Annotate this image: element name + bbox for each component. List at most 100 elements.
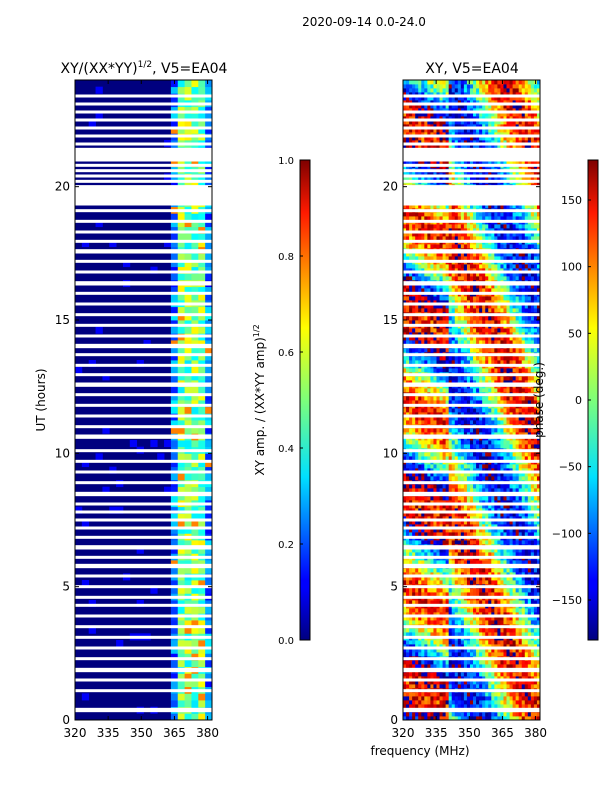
heatmap-cell [191,673,199,681]
data-gap-row [75,393,212,397]
heatmap-cell [457,572,462,577]
heatmap-cell [424,376,428,381]
heatmap-cell [509,360,513,365]
heatmap-cell [409,620,413,625]
heatmap-cell [442,356,447,361]
heatmap-cell [509,712,513,717]
heatmap-cell [439,572,443,577]
heatmap-cell [421,692,425,697]
heatmap-cell [403,380,407,385]
heatmap-cell [448,548,453,553]
heatmap-cell [442,560,447,565]
heatmap-cell [442,456,447,461]
heatmap-cell [469,616,474,621]
heatmap-cell [430,432,434,437]
heatmap-cell [509,368,513,373]
heatmap-cell [530,648,535,653]
heatmap-cell [412,504,416,509]
heatmap-cell [445,440,450,445]
heatmap-cell [482,548,486,553]
heatmap-cell [482,588,486,593]
heatmap-cell [448,684,453,689]
data-gap-block [75,185,212,204]
heatmap-cell [476,508,480,513]
heatmap-cell [454,632,459,637]
heatmap-cell [512,600,517,605]
heatmap-cell [430,568,434,573]
heatmap-cell [509,704,513,709]
heatmap-cell [445,716,450,721]
heatmap-cell [479,612,483,617]
heatmap-cell [536,572,541,577]
data-gap-row [75,403,212,407]
heatmap-cell [433,560,437,565]
heatmap-cell [198,293,206,301]
heatmap-cell [184,273,192,281]
heatmap-cell [533,488,538,493]
heatmap-cell [469,376,474,381]
heatmap-cell [433,580,437,585]
heatmap-cell [509,600,513,605]
heatmap-cell [433,592,437,597]
heatmap-cell [433,704,437,709]
heatmap-cell [427,416,431,421]
heatmap-cell [109,506,117,514]
heatmap-cell [177,653,185,661]
heatmap-cell [460,348,465,353]
heatmap-cell [515,388,520,393]
heatmap-cell [191,306,199,314]
heatmap-cell [436,620,440,625]
heatmap-cell [500,600,504,605]
heatmap-cell [536,648,541,653]
heatmap-cell [409,696,413,701]
heatmap-cell [524,524,529,529]
heatmap-cell [460,616,465,621]
heatmap-cell [466,508,471,513]
heatmap-cell [198,653,206,661]
heatmap-cell [95,113,103,121]
heatmap-cell [473,496,477,501]
heatmap-cell [430,388,434,393]
heatmap-cell [177,640,185,648]
heatmap-cell [445,428,450,433]
heatmap-cell [494,500,498,505]
heatmap-cell [424,452,428,457]
heatmap-cell [442,704,447,709]
heatmap-cell [205,253,213,261]
heatmap-cell [406,652,410,657]
heatmap-cell [424,676,428,681]
heatmap-cell [527,712,532,717]
heatmap-cell [488,356,492,361]
heatmap-cell [412,408,416,413]
heatmap-cell [406,660,410,665]
heatmap-cell [406,552,410,557]
heatmap-cell [536,500,541,505]
heatmap-cell [473,568,477,573]
heatmap-cell [457,380,462,385]
heatmap-cell [406,576,410,581]
heatmap-cell [409,704,413,709]
heatmap-cell [497,440,501,445]
x-tick-label: 335 [97,726,120,740]
heatmap-cell [430,632,434,637]
heatmap-cell [488,608,492,613]
heatmap-cell [476,632,480,637]
heatmap-cell [418,444,422,449]
heatmap-cell [530,592,535,597]
heatmap-cell [415,512,419,517]
heatmap-cell [466,360,471,365]
heatmap-cell [427,528,431,533]
heatmap-cell [406,672,410,677]
heatmap-cell [485,672,489,677]
heatmap-cell [177,80,185,88]
heatmap-cell [451,472,456,477]
heatmap-cell [536,592,541,597]
heatmap-cell [433,644,437,649]
heatmap-cell [448,348,453,353]
heatmap-cell [170,240,179,248]
heatmap-cell [406,716,410,721]
heatmap-cell [198,566,206,574]
heatmap-cell [454,648,459,653]
heatmap-cell [418,428,422,433]
heatmap-cell [524,684,529,689]
